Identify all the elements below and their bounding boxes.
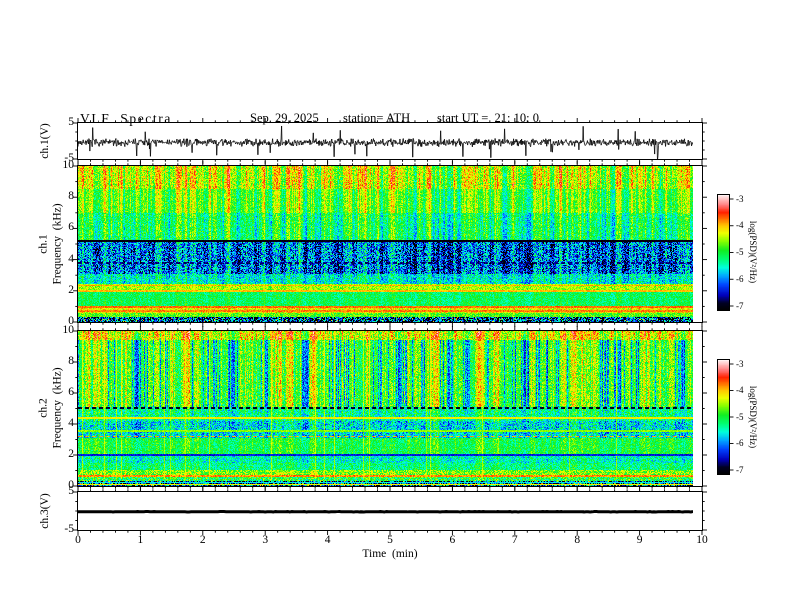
time-tick-label: 0 [75, 534, 81, 546]
time-tick-label: 9 [636, 534, 643, 546]
ch2-spectrogram-canvas [78, 331, 693, 486]
time-tick-label: 10 [696, 534, 708, 546]
spec2-ytick-label: 10 [62, 324, 75, 336]
colorbar-2-tick-label: -3 [736, 358, 744, 369]
start-ut-label: start UT = 21: 10: 0 [437, 111, 539, 125]
colorbar-1-tick-label: -6 [736, 273, 744, 284]
ch1-spectrogram-canvas [78, 166, 693, 322]
station-label: station= ATH [343, 111, 411, 125]
colorbar-2-tick-label: -6 [736, 438, 744, 448]
colorbar-1-canvas [718, 195, 729, 310]
spec1-ytick-label: 8 [68, 190, 74, 203]
ch1-freq-unit-label: Frequency (kHz) [52, 203, 64, 285]
time-tick-label: 3 [262, 534, 269, 546]
time-tick-label: 2 [199, 534, 206, 546]
spec2-ytick-label: 2 [68, 448, 74, 460]
colorbar-1-tick-label: -5 [736, 247, 744, 257]
time-tick-label: 7 [511, 534, 518, 546]
date-label: Sep. 29, 2025 [250, 111, 319, 125]
wave3-ytick-label: 5 [68, 485, 74, 497]
colorbar-1-tick-label: -4 [736, 220, 744, 231]
ch2-freq-axis-text: ch.2 Frequency (kHz) [37, 367, 66, 448]
spec1-ytick-label: 4 [68, 252, 74, 265]
ch1-label: ch.1 [37, 234, 50, 254]
time-tick-label: 1 [137, 534, 144, 546]
ch1-freq-axis-text: ch.1 Frequency (kHz) [37, 203, 66, 284]
colorbar-1-tick-label: -3 [736, 193, 744, 204]
time-tick-label: 6 [449, 534, 456, 546]
time-axis-title: Time (min) [362, 548, 418, 560]
spec2-ytick-label: 6 [68, 386, 74, 398]
time-tick-label: 4 [324, 534, 331, 546]
wave1-ytick-label: -5 [64, 152, 74, 164]
colorbar-2-tick-label: -7 [736, 464, 744, 475]
ch1-waveform-canvas [78, 123, 693, 159]
spec1-ytick-label: 0 [68, 315, 74, 327]
colorbar-1-tick-label: -7 [736, 300, 744, 311]
ch2-freq-unit-label: Frequency (kHz) [52, 367, 64, 449]
spec2-ytick-label: 8 [68, 355, 74, 367]
wave1-ytick-label: 5 [68, 116, 74, 128]
wave3-ytick-label: -5 [64, 523, 74, 535]
ch3-waveform-canvas [78, 492, 693, 530]
ch2-label: ch.2 [37, 398, 50, 418]
spec2-ytick-label: 4 [68, 417, 74, 429]
spec1-ytick-label: 6 [68, 221, 74, 234]
colorbar-2-tick-label: -5 [736, 411, 744, 422]
time-tick-label: 5 [387, 534, 393, 546]
colorbar-2-tick-label: -4 [736, 385, 744, 395]
colorbar-2-canvas [718, 360, 729, 474]
spec2-ytick-label: 0 [68, 479, 74, 491]
time-tick-label: 8 [574, 534, 581, 546]
spec1-ytick-label: 2 [68, 283, 74, 296]
spec1-ytick-label: 10 [62, 159, 75, 171]
